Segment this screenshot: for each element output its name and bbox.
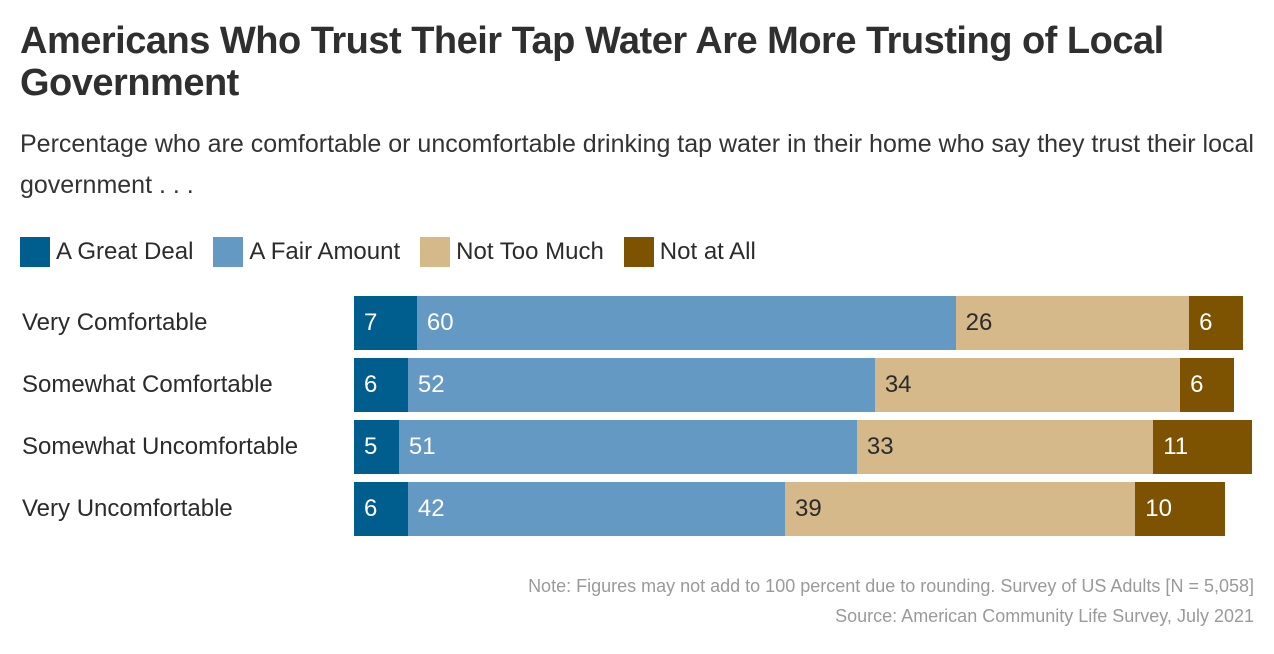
- data-label: 34: [884, 371, 912, 398]
- category-label: Somewhat Comfortable: [22, 371, 273, 398]
- data-label: 52: [417, 371, 445, 398]
- footnote: Note: Figures may not add to 100 percent…: [528, 576, 1254, 596]
- chart-title: Americans Who Trust Their Tap Water Are …: [20, 20, 1164, 104]
- data-label: 60: [426, 309, 454, 336]
- data-label: 42: [417, 495, 445, 522]
- data-label: 5: [364, 433, 378, 460]
- data-label: 39: [795, 495, 822, 522]
- legend-label: A Fair Amount: [249, 238, 401, 265]
- bar-segment: 6: [354, 482, 408, 536]
- category-label: Very Comfortable: [22, 309, 208, 336]
- data-label: 33: [866, 433, 894, 460]
- bar-segment: 6: [1189, 296, 1243, 350]
- bar-segment: 33: [856, 420, 1154, 474]
- data-label: 7: [364, 309, 378, 336]
- legend-swatch: [213, 237, 244, 267]
- bar-segment: 51: [398, 420, 857, 474]
- bar-segment: 42: [407, 482, 786, 536]
- legend-label: Not at All: [659, 238, 756, 265]
- legend-item: Not Too Much: [420, 237, 604, 267]
- source-note: Source: American Community Life Survey, …: [835, 606, 1254, 626]
- data-label: 6: [364, 371, 378, 398]
- data-label: 6: [1190, 371, 1204, 398]
- data-label: 51: [408, 433, 436, 460]
- legend-item: A Fair Amount: [213, 237, 400, 267]
- bar-segment: 10: [1135, 482, 1226, 536]
- bar-segment: 7: [354, 296, 417, 350]
- chart-subtitle: Percentage who are comfortable or uncomf…: [20, 130, 1254, 199]
- bar-segment: 6: [1180, 358, 1235, 412]
- legend-item: A Great Deal: [20, 237, 193, 267]
- bar-segment: 52: [407, 358, 875, 412]
- legend-label: Not Too Much: [456, 238, 604, 265]
- bar-segment: 26: [955, 296, 1190, 350]
- legend-swatch: [20, 237, 50, 267]
- data-label: 6: [364, 495, 378, 522]
- bar-segment: 5: [354, 420, 399, 474]
- legend-swatch: [623, 237, 654, 267]
- legend-item: Not at All: [623, 237, 756, 267]
- bar-segment: 60: [416, 296, 956, 350]
- bar-segment: 39: [785, 482, 1136, 536]
- category-label: Very Uncomfortable: [22, 495, 233, 522]
- category-label: Somewhat Uncomfortable: [22, 433, 299, 460]
- legend-swatch: [420, 237, 451, 267]
- legend-label: A Great Deal: [56, 238, 194, 265]
- bar-segment: 34: [874, 358, 1181, 412]
- legend: A Great Deal A Fair Amount Not Too Much Not…: [20, 236, 776, 268]
- bar-segment: 6: [354, 358, 408, 412]
- data-label: 11: [1163, 433, 1189, 460]
- data-label: 6: [1199, 309, 1213, 336]
- bar-segment: 11: [1153, 420, 1252, 474]
- data-label: 26: [965, 309, 993, 336]
- data-label: 10: [1145, 495, 1172, 522]
